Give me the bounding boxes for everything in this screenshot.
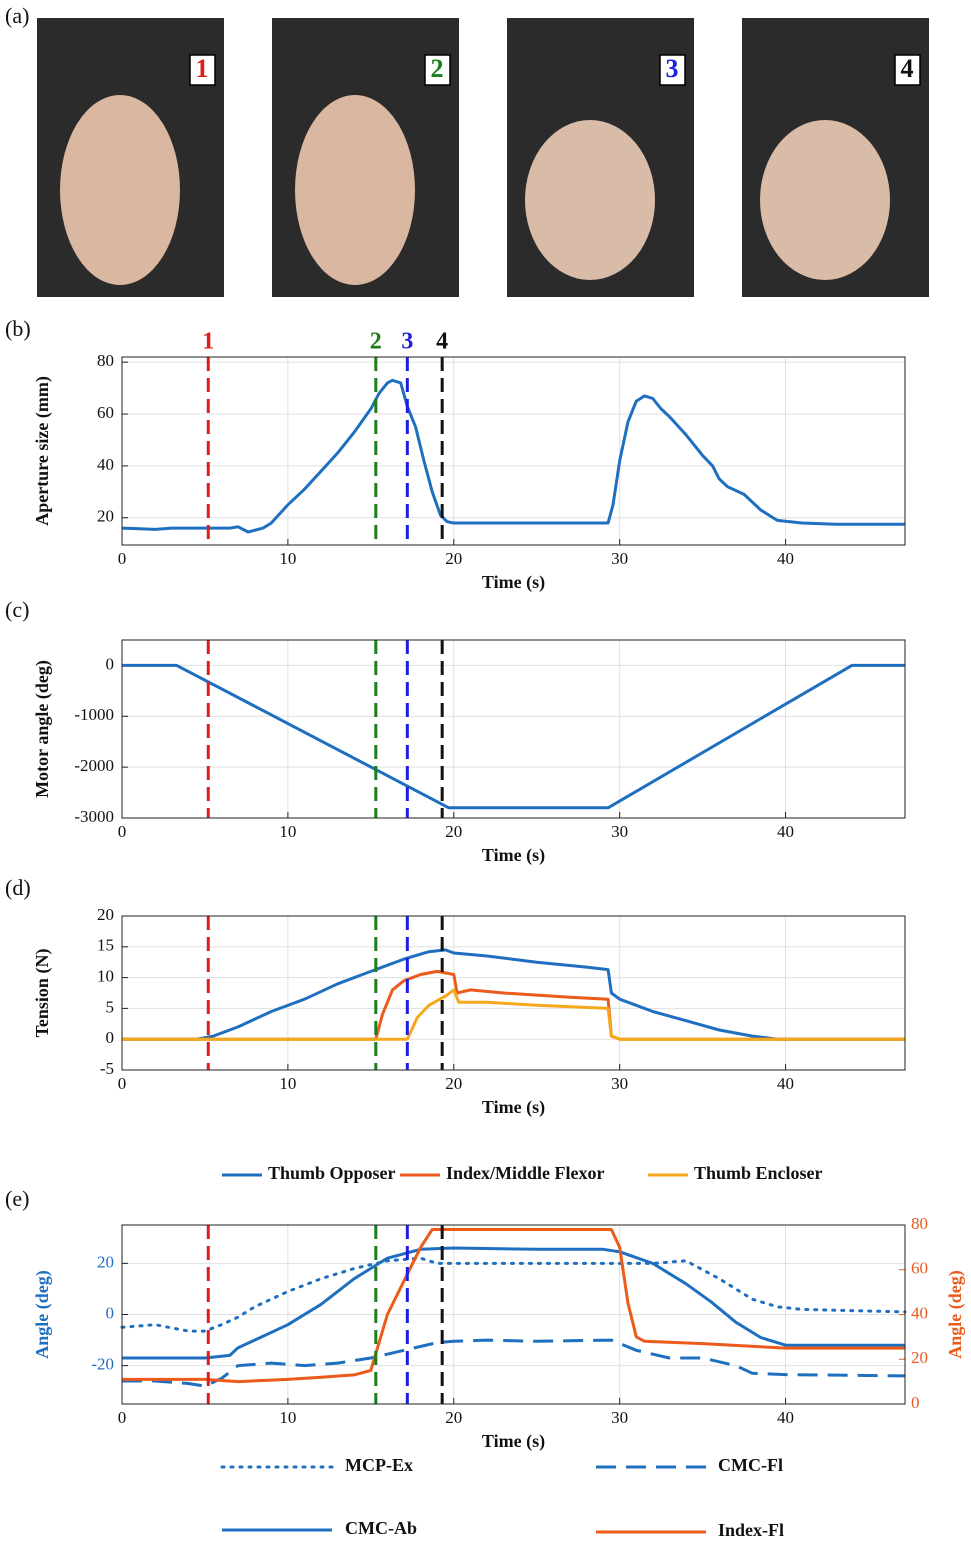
legend-label: Thumb Encloser <box>694 1163 823 1183</box>
x-tick-label: 30 <box>611 1074 628 1093</box>
event-marker-label: 2 <box>370 329 382 355</box>
panel-label: (a) <box>5 3 29 28</box>
chart: 0 10 20 30 40 -3000 -2000 -1000 0 Time (s) Motor a… <box>32 639 906 866</box>
hand <box>525 120 655 280</box>
x-tick-label: 20 <box>445 549 462 568</box>
chart: 0 10 20 30 40 20 40 60 80 Time (s) Aperture size (… <box>32 329 906 593</box>
y-tick-label: -20 <box>91 1355 114 1374</box>
x-tick-label: 30 <box>611 549 628 568</box>
panel-label: (c) <box>5 597 29 622</box>
photo-label-box <box>424 54 451 86</box>
x-tick-label: 20 <box>445 1074 462 1093</box>
y-tick-label: -2000 <box>74 756 114 775</box>
y-tick-label: 0 <box>106 1303 115 1322</box>
x-tick-label: 40 <box>777 1074 794 1093</box>
series-line <box>122 663 905 810</box>
x-tick-label: 30 <box>611 822 628 841</box>
x-tick-label: 30 <box>611 1408 628 1427</box>
photo-label: 1 <box>196 54 209 83</box>
legend-label: MCP-Ex <box>345 1455 413 1475</box>
photo-label-box <box>659 54 686 86</box>
hand <box>760 120 890 280</box>
y-tick-label: 40 <box>97 455 114 474</box>
panel-label: (b) <box>5 316 31 341</box>
x-tick-label: 40 <box>777 1408 794 1427</box>
y-tick-label: -1000 <box>74 705 114 724</box>
x-tick-label: 0 <box>118 1074 127 1093</box>
y-tick-label: 60 <box>97 403 114 422</box>
panel-label: (e) <box>5 1186 29 1211</box>
x-tick-label: 10 <box>279 822 296 841</box>
legend-label: CMC-Ab <box>345 1518 417 1538</box>
photo-label: 3 <box>666 54 679 83</box>
y-tick-label: -5 <box>100 1059 114 1078</box>
y-tick-label: -3000 <box>74 807 114 826</box>
y-tick-label: 0 <box>106 654 115 673</box>
legend-label: Index/Middle Flexor <box>446 1163 605 1183</box>
series-line <box>122 1228 905 1384</box>
x-tick-label: 10 <box>279 549 296 568</box>
y-tick-label: 0 <box>106 1028 115 1047</box>
y-tick-label: 20 <box>97 507 114 526</box>
plot-frame <box>121 915 906 1071</box>
photo-label-box <box>189 54 216 86</box>
plot-frame <box>121 356 906 546</box>
photos <box>37 18 929 297</box>
y2-axis-label: Angle (deg) <box>945 1270 966 1359</box>
y-axis-label: Angle (deg) <box>32 1270 53 1359</box>
x-tick-label: 0 <box>118 1408 127 1427</box>
x-tick-label: 10 <box>279 1074 296 1093</box>
y-tick-label: 20 <box>97 905 114 924</box>
x-tick-label: 20 <box>445 1408 462 1427</box>
event-marker-label: 4 <box>436 329 448 355</box>
x-tick-label: 10 <box>279 1408 296 1427</box>
x-axis-label: Time (s) <box>482 572 545 593</box>
y2-tick-label: 0 <box>911 1393 920 1412</box>
y-axis-label: Motor angle (deg) <box>32 660 53 798</box>
plot-frame <box>121 1224 906 1405</box>
photo-label-box <box>894 54 921 86</box>
y-tick-label: 20 <box>97 1252 114 1271</box>
x-axis-label: Time (s) <box>482 845 545 866</box>
series-line <box>122 948 905 1041</box>
y2-tick-label: 40 <box>911 1303 928 1322</box>
event-marker-label: 1 <box>202 329 214 355</box>
x-axis-label: Time (s) <box>482 1097 545 1118</box>
y-tick-label: 10 <box>97 967 114 986</box>
series-line <box>122 1246 905 1360</box>
hand <box>60 95 180 285</box>
series-line <box>122 988 905 1041</box>
y-tick-label: 5 <box>106 997 115 1016</box>
y2-tick-label: 60 <box>911 1259 928 1278</box>
photo-label: 2 <box>431 54 444 83</box>
y-axis-label: Aperture size (mm) <box>32 376 53 526</box>
event-marker-label: 3 <box>401 329 413 355</box>
x-tick-label: 0 <box>118 549 127 568</box>
y-tick-label: 80 <box>97 351 114 370</box>
plot-frame <box>121 639 906 819</box>
legend-label: Index-Fl <box>718 1520 784 1540</box>
y2-tick-label: 20 <box>911 1348 928 1367</box>
series-line <box>121 378 905 534</box>
hand <box>295 95 415 285</box>
legend-label: CMC-Fl <box>718 1455 783 1475</box>
x-tick-label: 20 <box>445 822 462 841</box>
x-tick-label: 40 <box>777 822 794 841</box>
legend-label: Thumb Opposer <box>268 1163 396 1183</box>
x-tick-label: 40 <box>777 549 794 568</box>
x-tick-label: 0 <box>118 822 127 841</box>
series-line <box>120 1256 907 1333</box>
y2-tick-label: 80 <box>911 1214 928 1233</box>
panel-label: (d) <box>5 875 31 900</box>
x-axis-label: Time (s) <box>482 1431 545 1452</box>
photo-label: 4 <box>901 54 914 83</box>
y-axis-label: Tension (N) <box>32 949 53 1038</box>
chart: 0 10 20 30 40 -20 0 20 0 20 40 60 80 Angle (deg) Time … <box>32 1214 966 1540</box>
y-tick-label: 15 <box>97 936 114 955</box>
